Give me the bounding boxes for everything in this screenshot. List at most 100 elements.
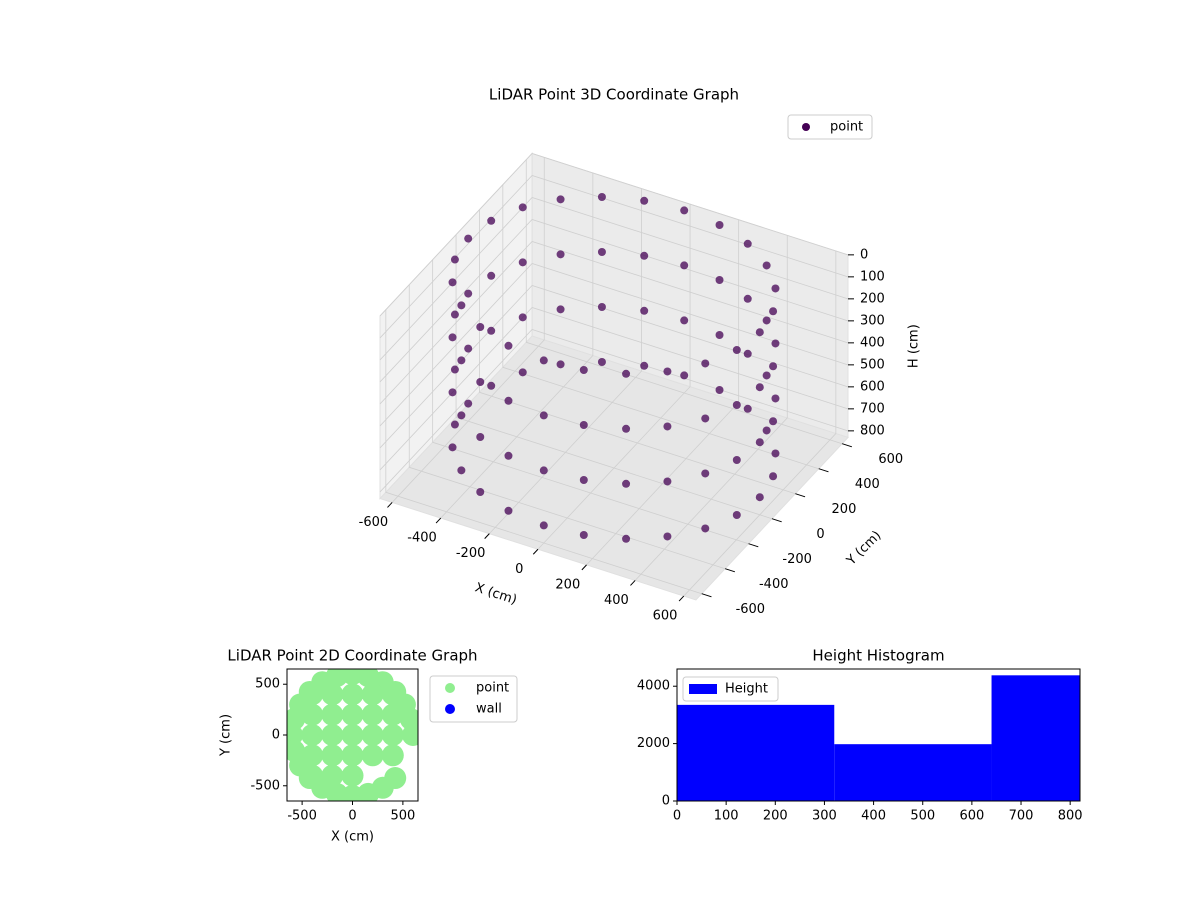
point: [341, 764, 364, 787]
y-tick: [724, 568, 736, 573]
point: [701, 469, 710, 478]
point: [321, 744, 344, 767]
grid-line: [385, 309, 702, 595]
point: [487, 271, 496, 280]
point: [301, 744, 324, 767]
point: [487, 216, 496, 225]
point: [321, 683, 344, 706]
point: [640, 251, 649, 260]
point: [450, 420, 459, 429]
point: [448, 333, 457, 342]
point: [321, 724, 344, 746]
point: [743, 239, 752, 248]
point: [504, 341, 513, 350]
legend-label: point: [830, 120, 863, 135]
point: [663, 422, 672, 431]
y-tick: [771, 518, 782, 523]
point: [769, 417, 778, 426]
z-tick-label: 0: [860, 247, 868, 262]
point: [448, 388, 457, 397]
point: [487, 326, 496, 335]
point: [622, 424, 631, 433]
point: [701, 414, 710, 423]
point: [464, 234, 473, 243]
point: [504, 396, 513, 405]
x-tick-label: 400: [861, 809, 886, 824]
point: [755, 328, 764, 337]
point: [301, 703, 324, 726]
point: [579, 365, 588, 374]
point: [732, 401, 741, 410]
grid-line: [391, 157, 545, 503]
legend-frame: [682, 676, 779, 702]
point: [771, 394, 780, 403]
point: [701, 359, 710, 368]
point: [579, 420, 588, 429]
grid-line: [379, 196, 849, 361]
point: [518, 258, 527, 267]
point: [301, 764, 324, 787]
grid-line: [379, 328, 849, 493]
point: [715, 275, 724, 284]
y-tick-label: 500: [255, 677, 280, 692]
point: [663, 477, 672, 486]
x-tick: [678, 595, 685, 602]
x-tick-label: -200: [456, 546, 486, 561]
x-tick-label: -600: [359, 515, 389, 530]
point: [556, 305, 565, 314]
point: [597, 193, 606, 201]
point: [448, 443, 457, 452]
grid-line: [379, 240, 849, 405]
point: [680, 316, 689, 325]
x-tick: [435, 517, 442, 524]
x-tick-label: -500: [287, 809, 317, 824]
x-tick-label: 600: [653, 609, 678, 624]
chart-title: LiDAR Point 3D Coordinate Graph: [489, 86, 739, 104]
y-tick-label: -500: [250, 778, 280, 793]
x-tick-label: 400: [604, 593, 629, 608]
point: [518, 368, 527, 377]
point: [321, 764, 344, 787]
point: [622, 369, 631, 378]
point: [381, 744, 404, 767]
y-tick-label: -400: [759, 577, 789, 592]
point: [518, 313, 527, 322]
z-axis-label: H (cm): [907, 324, 922, 368]
point: [341, 724, 364, 746]
z-tick-label: 600: [860, 379, 885, 394]
grid-line: [634, 235, 788, 581]
point: [771, 284, 780, 293]
point: [715, 220, 724, 229]
point: [476, 378, 485, 386]
x-tick-label: 700: [1009, 809, 1034, 824]
point: [539, 466, 548, 475]
x-tick-label: 600: [959, 809, 984, 824]
point: [539, 521, 548, 530]
legend-marker: [445, 704, 455, 714]
point: [769, 472, 778, 481]
legend-label: wall: [476, 702, 502, 717]
point: [762, 371, 771, 380]
z-tick-label: 300: [860, 313, 885, 328]
grid-line: [379, 152, 849, 317]
y-tick-label: 600: [878, 452, 903, 467]
point: [448, 278, 457, 287]
z-tick-label: 100: [860, 269, 885, 284]
point: [381, 703, 404, 726]
point: [771, 449, 780, 458]
y-tick-label: 0: [816, 527, 824, 542]
point: [579, 530, 588, 539]
point: [762, 316, 771, 325]
point: [597, 248, 606, 256]
point: [743, 294, 752, 303]
x-tick-label: 0: [515, 562, 523, 577]
point: [301, 683, 324, 706]
point: [381, 724, 404, 746]
point: [755, 493, 764, 502]
z-tick-label: 400: [860, 335, 885, 350]
point: [640, 306, 649, 315]
grid-line: [379, 218, 849, 383]
point: [539, 411, 548, 420]
point: [361, 724, 384, 746]
axes-frame: [676, 668, 1081, 802]
